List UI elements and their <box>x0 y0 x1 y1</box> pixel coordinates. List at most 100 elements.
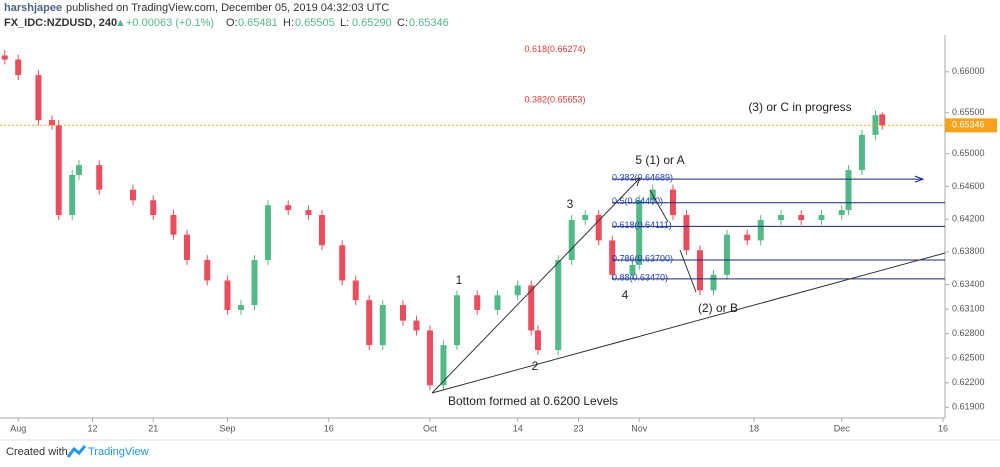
ohlc-key: L: <box>340 17 349 29</box>
last-price-label: 0.65346 <box>952 120 985 130</box>
candle-body <box>237 305 244 310</box>
x-tick-label: 14 <box>513 423 523 433</box>
x-tick-label: Aug <box>10 423 26 433</box>
y-tick-label: 0.61900 <box>952 402 985 412</box>
x-tick-label: 16 <box>938 423 948 433</box>
y-tick-label: 0.63400 <box>952 279 985 289</box>
candle-body <box>285 205 292 211</box>
candle-body <box>35 75 42 121</box>
fib-label: 0.382(0.64689) <box>612 172 673 182</box>
candle-body <box>75 165 82 175</box>
candle-body <box>224 280 231 310</box>
candle-body <box>818 215 825 220</box>
candle-body <box>264 205 271 261</box>
candle-body <box>474 295 481 310</box>
candle-body <box>55 125 62 216</box>
candle-body <box>183 234 190 261</box>
ohlc-value: 0.65290 <box>352 17 392 29</box>
footer-created: Created with <box>6 446 68 458</box>
candle-body <box>777 215 784 220</box>
candle-body <box>48 120 55 126</box>
candle-body <box>413 320 420 331</box>
x-tick-label: Dec <box>834 423 851 433</box>
tv-logo <box>66 445 87 458</box>
wave-arrow <box>679 249 697 293</box>
candle-body <box>757 219 764 241</box>
trend-arrow <box>631 177 641 187</box>
candle-body <box>379 305 386 346</box>
ohlc-key: C: <box>397 17 408 29</box>
red-level-label: 0.618(0.66274) <box>524 44 585 54</box>
ohlc-value: 0.65481 <box>238 17 278 29</box>
x-tick-label: 21 <box>148 423 158 433</box>
ohlc-key: O: <box>226 17 238 29</box>
candle-body <box>318 215 325 246</box>
candle-body <box>528 285 535 331</box>
y-tick-label: 0.64600 <box>952 181 985 191</box>
candle-body <box>170 215 177 235</box>
candle-body <box>129 189 136 201</box>
symbol-line: FX_IDC:NZDUSD, 240 ▲ +0.00063 (+0.1%) <box>4 17 214 29</box>
candle-body <box>204 260 211 281</box>
candle-body <box>582 215 589 220</box>
fib-label: 0.88(0.63470) <box>612 272 668 282</box>
candle-body <box>879 114 886 126</box>
trendline <box>431 252 946 394</box>
annotation: 3 <box>567 197 574 211</box>
y-tick-label: 0.64200 <box>952 214 985 224</box>
candle-body <box>629 264 636 275</box>
candle-body <box>366 300 373 346</box>
candle-body <box>69 174 76 216</box>
candle-body <box>426 330 433 386</box>
fib-arrow <box>914 175 925 183</box>
candle-body <box>15 59 22 76</box>
x-tick-label: 12 <box>87 423 97 433</box>
candle-body <box>568 219 575 261</box>
candle-body <box>440 345 447 386</box>
y-tick-label: 0.65500 <box>952 107 985 117</box>
x-tick-label: Oct <box>423 423 438 433</box>
candle-body <box>96 165 103 190</box>
candle-body <box>534 330 541 351</box>
candle-body <box>710 274 717 291</box>
candle-body <box>150 200 157 216</box>
x-tick-label: 23 <box>573 423 583 433</box>
annotation: 1 <box>456 273 463 287</box>
fib-label: 0.5(0.64400) <box>612 196 663 206</box>
x-tick-label: 16 <box>324 423 334 433</box>
ohlc-key: H: <box>283 17 294 29</box>
candle-body <box>696 250 703 291</box>
annotation: (3) or C in progress <box>748 100 851 114</box>
candle-body <box>595 215 602 241</box>
candle-body <box>798 215 805 220</box>
change: +0.00063 (+0.1%) <box>126 17 214 29</box>
candle-body <box>845 170 852 211</box>
y-tick-label: 0.62200 <box>952 377 985 387</box>
candle-body <box>514 285 521 296</box>
candle-body <box>305 210 312 216</box>
published: published on TradingView.com, December 0… <box>66 2 389 14</box>
candle-body <box>872 115 879 135</box>
y-tick-label: 0.63100 <box>952 304 985 314</box>
candle-body <box>744 234 751 241</box>
annotation: (2) or B <box>698 301 738 315</box>
last-price-box <box>945 118 997 133</box>
wave-arrow <box>649 189 669 223</box>
candle-body <box>453 295 460 346</box>
y-tick-label: 0.63800 <box>952 246 985 256</box>
candle-body <box>838 210 845 216</box>
x-tick-label: Nov <box>631 423 648 433</box>
x-tick-label: Sep <box>219 423 235 433</box>
x-tick-label: 18 <box>749 423 759 433</box>
annotation: Bottom formed at 0.6200 Levels <box>448 394 618 408</box>
fib-label: 0.786(0.63700) <box>612 253 673 263</box>
annotation: 4 <box>622 288 629 302</box>
candle-body <box>1 55 8 60</box>
y-tick-label: 0.66000 <box>952 66 985 76</box>
annotation: 2 <box>532 359 539 373</box>
candle-body <box>609 240 616 275</box>
trendline <box>431 177 641 394</box>
ohlc-value: 0.65505 <box>295 17 335 29</box>
candle-body <box>494 295 501 310</box>
